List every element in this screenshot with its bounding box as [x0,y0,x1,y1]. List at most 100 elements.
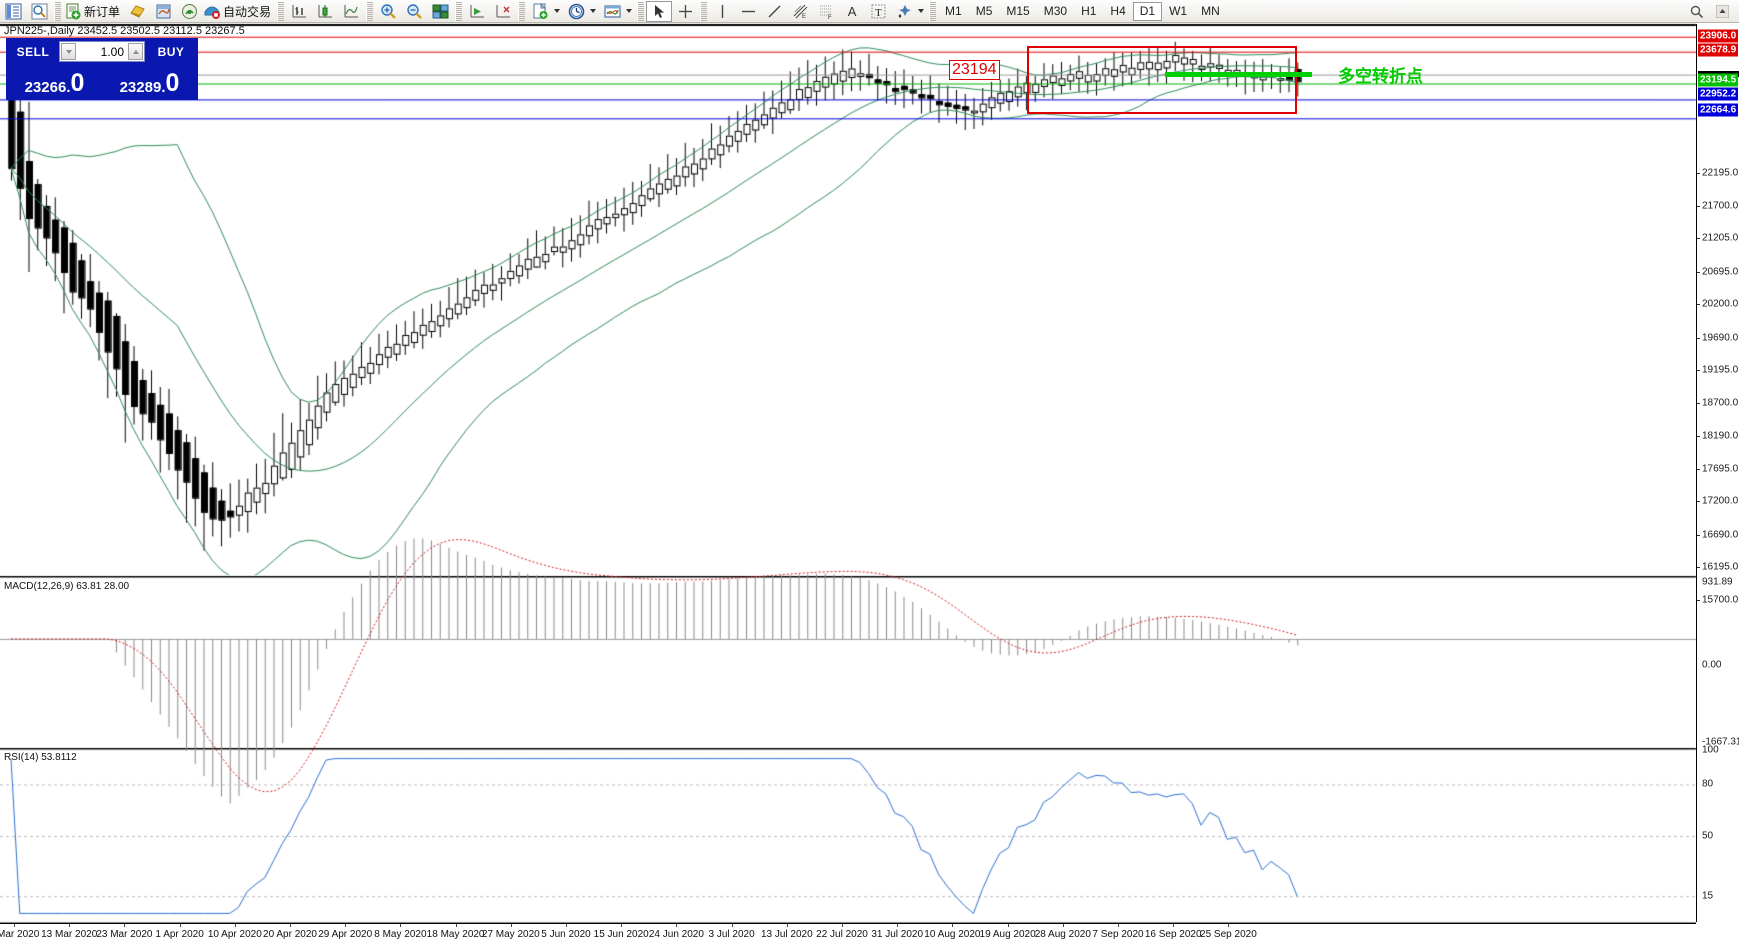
date-tick [234,924,236,927]
date-tick-label: 23 Mar 2020 [96,929,153,940]
date-tick-label: 15 Jun 2020 [593,929,649,940]
buy-price-decimal: 0 [165,69,180,98]
rsi-tick-label: 50 [1702,830,1714,842]
sell-price-dot: . [66,79,71,96]
price-tick-label: 17200.0 [1702,495,1739,507]
trade-panel-prices: 23266 . 0 23289 . 0 [7,64,197,99]
buy-price-integer: 23289 [119,79,162,96]
price-tick-label: 18190.0 [1702,430,1739,442]
price-tag: 23906.0 [1698,29,1739,43]
price-axis[interactable]: 22195.0 21700.0 21205.0 20695.0 20200.0 19690… [1696,24,1739,922]
price-tick [1697,337,1700,339]
price-tick-label: 21700.0 [1702,200,1739,212]
date-tick-label: 19 Aug 2020 [979,929,1036,940]
price-tick-label: 20200.0 [1702,298,1739,310]
volume-decrease-button[interactable] [61,43,76,60]
price-tick [1697,402,1700,404]
volume-stepper[interactable]: 1.00 [59,41,145,62]
date-tick [1118,924,1119,927]
date-tick [290,924,291,927]
date-tick-label: 25 Sep 2020 [1200,929,1257,940]
price-tick [1697,534,1700,536]
date-tick-label: 13 Jul 2020 [760,929,813,940]
price-tick-label: 16195.0 [1702,561,1739,573]
price-tick [1697,501,1700,503]
price-tick-label: 15700.0 [1702,594,1739,606]
price-tick [1697,238,1700,240]
date-tick [676,924,678,927]
date-tick [842,924,843,927]
date-tick-label: 3 Jul 2020 [708,929,755,940]
price-tick [1697,468,1700,470]
price-tick [1697,173,1700,175]
date-tick [400,924,402,927]
volume-value[interactable]: 1.00 [100,44,124,59]
price-tick-label: 17695.0 [1702,463,1739,475]
trade-panel-header: SELL 1.00 BUY [7,39,197,64]
rsi-tick-label: 15 [1702,890,1714,902]
price-tick-label: 22195.0 [1702,167,1739,179]
sell-price-decimal: 0 [70,69,85,98]
date-tick [952,924,954,927]
date-tick [124,924,126,927]
macd-tick-label: 0.00 [1702,659,1722,671]
date-tick [786,924,788,927]
buy-button[interactable]: BUY [157,44,185,59]
price-tick [1697,600,1700,601]
date-tick [345,924,347,927]
sell-price[interactable]: 23266 . 0 [9,64,100,97]
date-tick [1173,924,1175,927]
date-tick-label: 8 May 2020 [374,929,427,940]
price-tick [1697,370,1700,372]
date-tick [621,924,623,927]
date-tick [455,924,457,927]
date-tick-label: 31 Jul 2020 [871,929,924,940]
turning-point-note: 多空转折点 [1338,67,1423,86]
price-tick-label: 19690.0 [1702,332,1739,344]
date-tick [179,924,181,927]
volume-increase-button[interactable] [128,43,143,60]
sell-button[interactable]: SELL [16,44,50,59]
date-tick-label: 18 May 2020 [426,929,485,940]
date-tick-label: 7 Sep 2020 [1092,929,1144,940]
date-tick [731,924,733,927]
price-tick-label: 20695.0 [1702,266,1739,278]
chart-title: JPN225-,Daily 23452.5 23502.5 23112.5 23… [4,25,245,37]
macd-indicator-label: MACD(12,26,9) 63.81 28.00 [4,581,130,592]
date-tick-label: 10 Apr 2020 [207,929,262,940]
price-level-note: 23194 [949,60,1000,80]
rsi-tick-label: 100 [1702,744,1719,756]
date-tick [897,924,899,927]
date-tick-label: 10 Aug 2020 [924,929,981,940]
price-tick [1697,205,1700,207]
sell-price-integer: 23266 [24,79,67,96]
date-tick [14,924,15,927]
date-tick [510,924,512,927]
date-tick-label: 20 Apr 2020 [263,929,317,940]
date-tick-label: 28 Aug 2020 [1034,929,1091,940]
price-tag: 23194.5 [1698,73,1739,87]
date-tick-label: 4 Mar 2020 [0,929,40,940]
price-tag: 22952.2 [1698,87,1739,101]
price-tag: 23678.9 [1698,43,1739,57]
date-tick-label: 29 Apr 2020 [318,929,373,940]
date-tick [566,924,567,927]
date-tick-label: 5 Jun 2020 [541,929,591,940]
date-tick [1062,924,1064,927]
price-tick [1697,567,1700,569]
rsi-tick-label: 80 [1702,778,1714,790]
date-tick-label: 1 Apr 2020 [155,929,204,940]
date-tick-label: 22 Jul 2020 [816,929,868,940]
date-tick-label: 16 Sep 2020 [1144,929,1202,940]
support-zone-highlight [1165,72,1312,77]
buy-price-dot: . [161,79,166,96]
price-tick-label: 16690.0 [1702,529,1739,541]
price-tag: 22664.6 [1698,103,1739,117]
one-click-trading-panel: SELL 1.00 BUY 23266 . 0 23289 . 0 [6,38,198,100]
price-tick-label: 18700.0 [1702,397,1739,409]
buy-price[interactable]: 23289 . 0 [104,64,195,97]
date-tick-label: 24 Jun 2020 [648,929,704,940]
price-tick [1697,436,1700,438]
